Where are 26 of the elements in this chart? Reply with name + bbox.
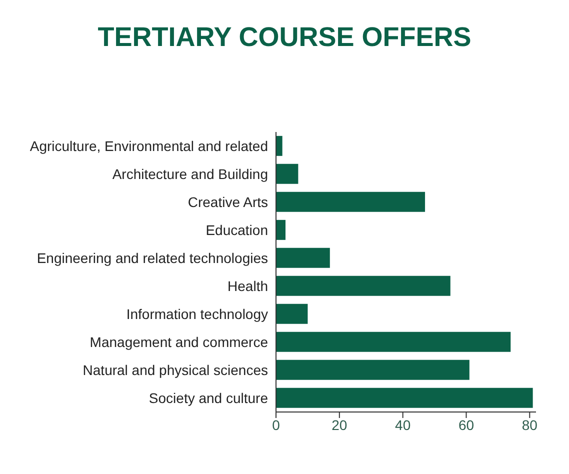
bar: [276, 332, 511, 352]
bar: [276, 164, 298, 184]
bar: [276, 360, 470, 380]
bar: [276, 276, 450, 296]
y-tick-label: Education: [206, 222, 268, 238]
y-tick-label: Natural and physical sciences: [82, 362, 268, 378]
y-tick-label: Information technology: [126, 306, 268, 322]
x-tick-label: 60: [458, 416, 474, 433]
y-tick-label: Creative Arts: [188, 194, 268, 210]
bar: [276, 248, 330, 268]
y-tick-label: Management and commerce: [90, 334, 268, 350]
y-tick-label: Engineering and related technologies: [36, 250, 268, 266]
x-tick-label: 20: [332, 416, 348, 433]
bar: [276, 192, 426, 212]
y-tick-label: Architecture and Building: [112, 166, 268, 182]
y-tick-label: Health: [228, 278, 268, 294]
x-tick-label: 40: [395, 416, 411, 433]
bar: [276, 304, 308, 324]
chart-title: TERTIARY COURSE OFFERS: [96, 22, 472, 54]
x-tick-label: 80: [522, 416, 538, 433]
bar: [276, 136, 282, 156]
y-tick-label: Society and culture: [148, 390, 268, 406]
bar: [276, 388, 533, 408]
x-tick-label: 0: [272, 416, 280, 433]
bar: [276, 220, 286, 240]
y-tick-label: Agriculture, Environmental and related: [30, 138, 268, 154]
